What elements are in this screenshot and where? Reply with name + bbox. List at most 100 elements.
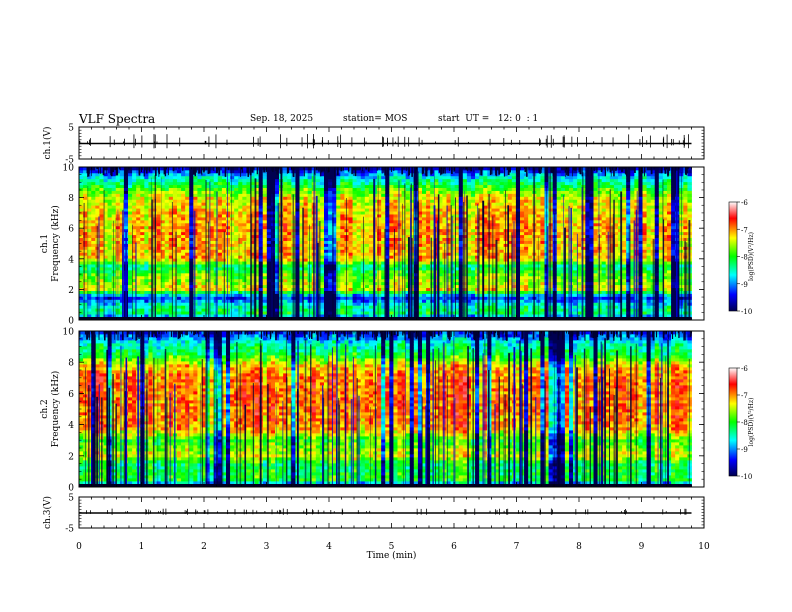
spectrogram-cell bbox=[336, 175, 341, 180]
spectrogram-cell bbox=[340, 219, 345, 224]
spectrogram-cell bbox=[79, 314, 84, 318]
spectrogram-cell bbox=[79, 296, 84, 300]
spectrogram-cell bbox=[221, 181, 227, 186]
spectrogram-cell bbox=[332, 272, 337, 277]
spectrogram-cell bbox=[164, 225, 170, 230]
spectrogram-cell bbox=[397, 267, 402, 271]
spectrogram-cell bbox=[348, 184, 353, 188]
spectrogram-cell bbox=[172, 255, 178, 259]
spectrogram-cell bbox=[177, 299, 182, 303]
spectrogram-cell bbox=[79, 240, 84, 244]
spectrogram-cell bbox=[87, 281, 92, 286]
spectrogram-cell bbox=[226, 190, 231, 194]
spectrogram-cell bbox=[168, 272, 174, 277]
spectrogram-cell bbox=[140, 281, 145, 286]
spectrogram-cell bbox=[377, 193, 382, 197]
spectrogram-cell bbox=[148, 231, 153, 236]
spectrogram-cell bbox=[111, 302, 117, 306]
spectrogram-cell bbox=[295, 187, 300, 191]
spectrogram-cell bbox=[364, 208, 370, 212]
spectrogram-cell bbox=[246, 178, 251, 183]
spectrogram-cell bbox=[295, 311, 300, 315]
spectrogram-cell bbox=[254, 225, 260, 230]
spectrogram-cell bbox=[181, 199, 186, 203]
spectrogram-cell bbox=[434, 258, 439, 262]
spectrogram-cell bbox=[128, 190, 133, 194]
spectrogram-cell bbox=[389, 299, 394, 303]
spectrogram-cell bbox=[107, 167, 113, 171]
spectrogram-cell bbox=[364, 272, 370, 277]
spectrogram-cell bbox=[434, 205, 439, 209]
spectrogram-cell bbox=[364, 240, 370, 244]
spectrogram-cell bbox=[250, 252, 255, 256]
spectrogram-cell bbox=[319, 299, 325, 303]
spectrogram-cell bbox=[213, 175, 219, 180]
spectrogram-cell bbox=[397, 278, 402, 283]
spectrogram-cell bbox=[462, 172, 468, 177]
spectrogram-cell bbox=[348, 234, 353, 239]
spectrogram-cell bbox=[217, 237, 223, 241]
spectrogram-cell bbox=[246, 217, 251, 221]
spectrogram-cell bbox=[123, 211, 129, 215]
spectrogram-cell bbox=[107, 308, 113, 312]
spectrogram-cell bbox=[324, 175, 329, 180]
spectrogram-cell bbox=[270, 225, 276, 230]
spectrogram-cell bbox=[381, 211, 386, 215]
spectrogram-cell bbox=[111, 278, 117, 283]
spectrogram-cell bbox=[328, 278, 333, 283]
spectrogram-cell bbox=[381, 184, 386, 188]
spectrogram-cell bbox=[295, 269, 300, 274]
spectrogram-cell bbox=[136, 219, 141, 224]
spectrogram-cell bbox=[430, 178, 435, 183]
spectrogram-cell bbox=[422, 199, 427, 203]
spectrogram-cell bbox=[185, 267, 190, 271]
spectrogram-cell bbox=[430, 196, 435, 200]
spectrogram-cell bbox=[348, 293, 353, 297]
spectrogram-cell bbox=[209, 237, 215, 241]
spectrogram-cell bbox=[107, 172, 113, 177]
spectrogram-cell bbox=[144, 278, 149, 283]
spectrogram-cell bbox=[193, 175, 198, 180]
spectrogram-cell bbox=[299, 169, 304, 174]
spectrogram-cell bbox=[295, 267, 300, 271]
spectrogram-cell bbox=[132, 234, 137, 239]
spectrogram-cell bbox=[385, 299, 390, 303]
spectrogram-cell bbox=[217, 264, 223, 268]
spectrogram-cell bbox=[205, 222, 211, 227]
spectrogram-cell bbox=[140, 269, 145, 274]
spectrogram-cell bbox=[91, 284, 96, 289]
spectrogram-cell bbox=[181, 222, 186, 227]
spectrogram-cell bbox=[266, 293, 272, 297]
spectrogram-cell bbox=[368, 208, 374, 212]
spectrogram-cell bbox=[332, 296, 337, 300]
spectrogram-cell bbox=[164, 184, 170, 188]
spectrogram-cell bbox=[181, 193, 186, 197]
spectrogram-cell bbox=[197, 293, 202, 297]
spectrogram-cell bbox=[168, 249, 174, 253]
spectrogram-cell bbox=[99, 243, 104, 247]
spectrogram-cell bbox=[422, 284, 427, 289]
spectrogram-cell bbox=[197, 243, 202, 247]
spectrogram-cell bbox=[332, 184, 337, 188]
spectrogram-cell bbox=[177, 311, 182, 315]
spectrogram-cell bbox=[368, 234, 374, 239]
spectrogram-cell bbox=[128, 243, 133, 247]
spectrogram-cell bbox=[340, 267, 345, 271]
spectrogram-cell bbox=[364, 214, 370, 218]
spectrogram-cell bbox=[295, 261, 300, 265]
spectrogram-cell bbox=[356, 252, 362, 256]
spectrogram-cell bbox=[270, 211, 276, 215]
spectrogram-cell bbox=[238, 255, 243, 259]
spectrogram-cell bbox=[234, 299, 239, 303]
spectrogram-cell bbox=[324, 246, 329, 250]
spectrogram-cell bbox=[185, 211, 190, 215]
spectrogram-cell bbox=[107, 275, 113, 280]
spectrogram-cell bbox=[377, 175, 382, 180]
spectrogram-cell bbox=[287, 284, 292, 289]
spectrogram-cell bbox=[181, 264, 186, 268]
spectrogram-cell bbox=[160, 311, 166, 315]
spectrogram-cell bbox=[385, 255, 390, 259]
spectrogram-cell bbox=[258, 287, 264, 291]
spectrogram-cell bbox=[401, 269, 407, 274]
spectrogram-cell bbox=[185, 264, 190, 268]
